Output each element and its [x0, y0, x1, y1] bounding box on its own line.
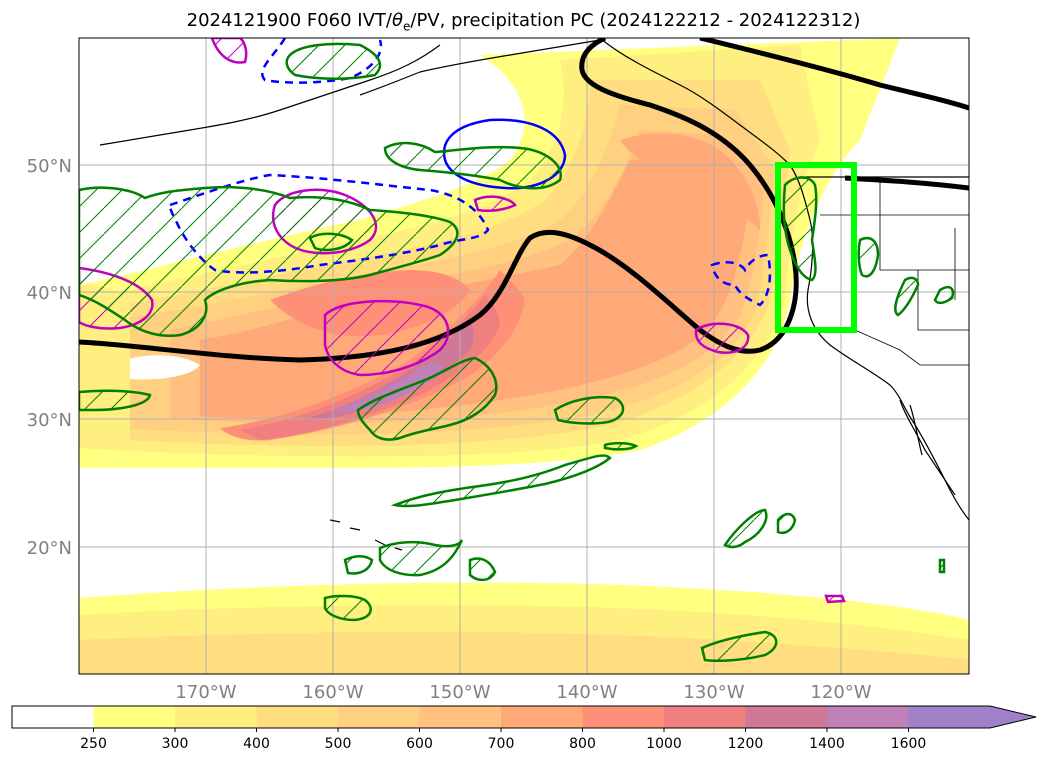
lat-labels: 50°N 40°N 30°N 20°N [27, 156, 72, 559]
lat-label-40: 40°N [27, 283, 72, 304]
lon-labels: 170°W 160°W 150°W 140°W 130°W 120°W [175, 682, 871, 703]
precip-area-coast [782, 176, 818, 282]
colorbar-segment [175, 706, 257, 728]
precip-area-south [323, 594, 372, 622]
coast-alaska-south [359, 39, 601, 96]
precip-area-hawaii [378, 539, 464, 577]
map-area [79, 38, 969, 674]
mag-area-6 [210, 38, 248, 64]
colorbar-tick-label: 400 [243, 736, 270, 752]
coastlines [99, 38, 969, 551]
colorbar-tick-label: 300 [162, 736, 189, 752]
precip-area-inland2 [894, 276, 920, 317]
precip-area-west2 [79, 389, 152, 412]
lon-label-150w: 150°W [429, 682, 490, 703]
lon-label-170w: 170°W [175, 682, 236, 703]
colorbar-tick-label: 500 [325, 736, 352, 752]
theta-dashed-west [168, 173, 490, 274]
colorbar-tick-label: 1400 [809, 736, 845, 752]
precip-area-se3 [776, 512, 797, 535]
pv-contour-north [699, 38, 969, 111]
colorbar-tick-label: 1000 [646, 736, 682, 752]
lon-label-140w: 140°W [556, 682, 617, 703]
precip-area-se [700, 630, 778, 663]
coast-baja [899, 399, 956, 496]
mag-area-2 [323, 299, 450, 377]
border-states-4 [854, 329, 969, 366]
lat-label-30: 30°N [27, 410, 72, 431]
colorbar-tick-label: 250 [80, 736, 107, 752]
lon-label-120w: 120°W [810, 682, 871, 703]
precip-area-hawaii2 [343, 555, 374, 575]
colorbar-segment [501, 706, 583, 728]
precip-area-south2 [468, 557, 497, 582]
precip-area-small2 [308, 232, 354, 252]
precip-contours [79, 42, 955, 663]
theta-contours [168, 38, 772, 307]
precip-area-inland1 [857, 236, 880, 278]
ivt-white-hole [110, 355, 200, 380]
mag-area-4 [694, 322, 750, 354]
precip-area-mid [356, 356, 498, 441]
colorbar-segment [419, 706, 502, 728]
theta-solid-north [442, 118, 567, 190]
precip-area-north2 [285, 42, 382, 80]
colorbar-segment [93, 706, 176, 728]
colorbar-segment-below [12, 706, 94, 728]
theta-dashed-east [710, 253, 772, 307]
ivt-plume-1400 [335, 362, 442, 413]
border-states-1 [879, 177, 969, 271]
lon-label-130w: 130°W [683, 682, 744, 703]
mag-area-5 [473, 195, 517, 213]
coast-north-america [599, 38, 969, 521]
lat-label-50: 50°N [27, 156, 72, 177]
coast-alaska-peninsula [99, 44, 441, 146]
border-states-3 [917, 270, 969, 331]
colorbar-segment [338, 706, 420, 728]
precip-area-belt [390, 454, 612, 508]
colorbar-outline [11, 705, 1037, 729]
colorbar-segment [908, 706, 1036, 728]
colorbar-segment [664, 706, 746, 728]
colorbar-tick-label: 1200 [728, 736, 764, 752]
colorbar: 250 300 400 500 600 700 800 1000 1200 1400 1600 [11, 705, 1037, 752]
colorbar-segment [827, 706, 909, 728]
precip-area-se2 [723, 508, 768, 549]
mag-area-7 [824, 594, 846, 604]
map-frame [78, 37, 970, 675]
figure-title: 2024121900 F060 IVT/θe/PV, precipitation… [186, 10, 861, 34]
ivt-ne-core [620, 133, 760, 230]
colorbar-tick-label: 1600 [891, 736, 927, 752]
colorbar-tick-label: 700 [488, 736, 515, 752]
coast-hawaii [329, 519, 403, 551]
precip-area-west [79, 185, 459, 337]
colorbar-tick-label: 800 [569, 736, 596, 752]
colorbar-segment [582, 706, 665, 728]
theta-dashed-alaska [261, 38, 383, 84]
lat-label-20: 20°N [27, 538, 72, 559]
precip-area-pacific [603, 441, 639, 451]
colorbar-tick-label: 600 [406, 736, 433, 752]
precip-area-inland3 [933, 286, 955, 305]
colorbar-segment [256, 706, 339, 728]
lon-label-160w: 160°W [302, 682, 363, 703]
highlight-box [775, 162, 857, 333]
precip-area-mid2 [553, 395, 625, 425]
precip-area-small [938, 558, 946, 574]
colorbar-segment [745, 706, 828, 728]
precip-area-north1 [383, 141, 563, 190]
